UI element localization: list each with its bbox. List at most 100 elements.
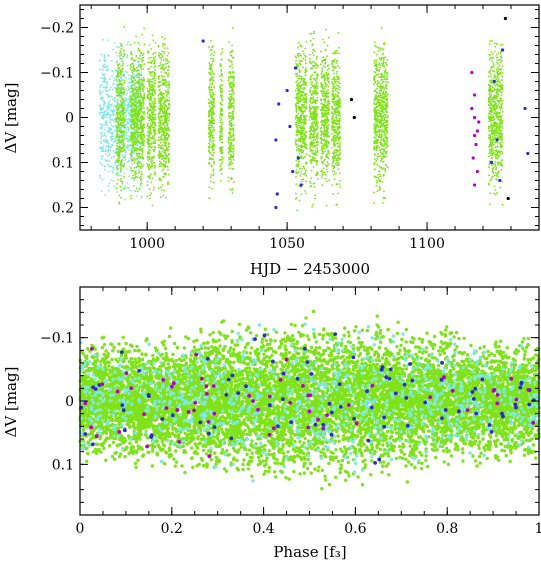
time-series-data-point: [158, 163, 161, 166]
time-series-data-point: [303, 134, 306, 137]
time-series-data-point: [127, 89, 129, 91]
time-series-data-point: [148, 61, 151, 64]
time-series-data-point: [120, 122, 122, 124]
time-series-data-point: [311, 152, 313, 155]
time-series-data-point: [119, 111, 122, 114]
time-series-data-point: [147, 68, 149, 71]
time-series-data-point: [117, 178, 120, 181]
time-series-data-point: [232, 117, 235, 119]
time-series-data-point: [126, 118, 129, 121]
time-series-data-point: [128, 149, 131, 151]
time-series-data-point: [118, 159, 121, 162]
time-series-data-point: [323, 127, 326, 130]
time-series-data-point: [139, 94, 142, 96]
time-series-data-point: [336, 84, 339, 87]
time-series-data-point: [210, 57, 212, 60]
time-series-data-point: [162, 176, 165, 178]
time-series-data-point: [167, 153, 170, 156]
time-series-data-point: [148, 135, 151, 138]
time-series-data-point: [150, 181, 153, 184]
time-series-data-point: [304, 190, 306, 192]
time-series-data-point: [151, 162, 153, 165]
time-series-data-point: [115, 166, 118, 169]
time-series-data-point: [209, 134, 212, 137]
time-series-data-point: [336, 103, 338, 106]
time-series-data-point: [134, 79, 137, 81]
time-series-data-point: [164, 152, 167, 154]
time-series-data-point: [121, 159, 124, 161]
time-series-data-point: [123, 106, 126, 109]
time-series-data-point: [310, 169, 313, 172]
time-series-data-point: [212, 169, 215, 172]
time-series-data-point: [295, 96, 297, 99]
time-series-data-point: [220, 125, 223, 128]
time-series-data-point: [298, 117, 301, 120]
time-series-data-point: [121, 117, 124, 119]
time-series-data-point: [325, 173, 327, 176]
time-series-data-point: [134, 99, 137, 102]
time-series-data-point: [106, 139, 109, 142]
time-series-data-point: [332, 129, 334, 132]
time-series-data-point: [149, 143, 152, 146]
time-series-data-point: [150, 89, 153, 91]
time-series-data-point: [233, 137, 235, 140]
time-series-data-point: [100, 53, 103, 56]
time-series-data-point: [138, 44, 141, 46]
time-series-data-point: [110, 135, 113, 138]
time-series-data-point: [159, 91, 162, 94]
time-series-data-point: [231, 151, 234, 153]
time-series-data-point: [328, 135, 330, 138]
time-series-data-point: [161, 150, 164, 153]
time-series-data-point: [230, 55, 233, 57]
time-series-data-point: [123, 26, 126, 28]
time-series-data-point: [208, 197, 211, 200]
time-series-data-point: [103, 139, 105, 142]
time-series-data-point: [113, 120, 116, 123]
time-series-data-point: [135, 91, 138, 94]
time-series-data-point: [300, 118, 302, 121]
time-series-data-point: [99, 108, 102, 111]
time-series-data-point: [212, 154, 215, 157]
time-series-data-point: [220, 74, 223, 77]
time-series-data-point: [98, 59, 101, 62]
time-series-data-point: [131, 90, 134, 93]
time-series-data-point: [232, 70, 235, 73]
time-series-data-point: [112, 180, 115, 183]
time-series-data-point: [300, 45, 303, 48]
time-series-data-point: [231, 102, 234, 104]
time-series-data-point: [110, 179, 112, 182]
time-series-data-point: [232, 79, 235, 82]
time-series-data-point: [147, 90, 149, 93]
time-series-data-point: [164, 104, 167, 107]
time-series-data-point: [104, 153, 107, 155]
time-series-data-point: [302, 126, 305, 128]
time-series-data-point: [99, 132, 102, 135]
time-series-data-point: [120, 164, 123, 167]
time-series-data-point: [314, 197, 317, 200]
time-series-data-point: [139, 87, 142, 90]
time-series-data-point: [336, 100, 338, 103]
time-series-data-point: [165, 86, 168, 88]
time-series-data-point: [110, 139, 113, 142]
time-series-data-point: [322, 108, 325, 110]
time-series-data-point: [116, 101, 119, 104]
time-series-data-point: [231, 187, 234, 190]
time-series-data-point: [326, 96, 328, 99]
time-series-data-point: [100, 111, 103, 114]
time-series-data-point: [211, 147, 214, 150]
time-series-data-point: [123, 104, 126, 107]
time-series-data-point: [376, 163, 379, 166]
time-series-data-point: [98, 113, 101, 116]
time-series-data-point: [108, 165, 111, 168]
time-series-data-point: [311, 144, 313, 147]
time-series-data-point: [131, 141, 134, 144]
time-series-data-point: [231, 49, 234, 52]
time-series-data-point: [229, 97, 232, 100]
time-series-data-point: [140, 74, 143, 77]
time-series-data-point: [130, 167, 132, 170]
time-series-data-point: [128, 97, 130, 99]
time-series-data-point: [295, 169, 298, 171]
time-series-data-point: [228, 71, 230, 74]
time-series-data-point: [154, 146, 157, 149]
time-series-data-point: [164, 157, 167, 160]
